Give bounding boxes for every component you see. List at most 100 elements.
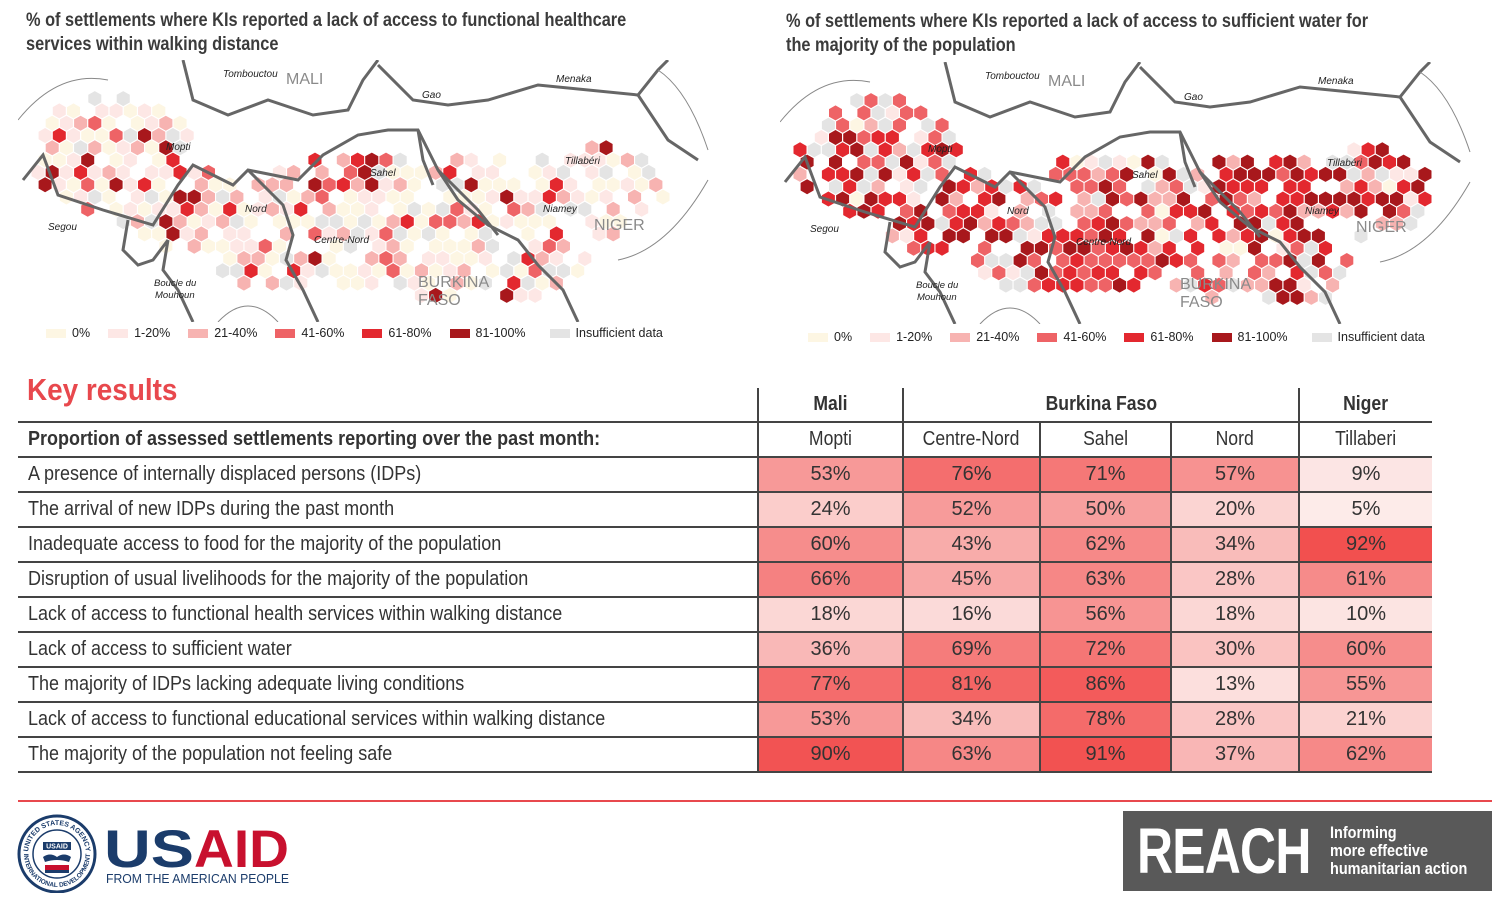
row-label: The majority of IDPs lacking adequate li… <box>18 667 758 703</box>
settlement-hex <box>1326 277 1340 293</box>
settlement-hex <box>1113 154 1127 170</box>
settlement-hex <box>180 128 194 143</box>
legend-swatch <box>188 328 209 338</box>
settlement-hex <box>173 189 187 205</box>
settlement-hex <box>372 263 386 279</box>
country-border <box>1178 131 1197 188</box>
settlement-hex <box>578 201 592 217</box>
map-label-segou: Segou <box>48 222 77 233</box>
country-border <box>943 62 1142 119</box>
value-cell: 53% <box>757 702 903 738</box>
legend-swatch <box>449 328 470 338</box>
settlement-hex <box>1340 179 1354 195</box>
settlement-hex <box>216 214 230 230</box>
settlement-hex <box>878 166 892 182</box>
map-label-centre_nord: Centre-Nord <box>314 235 369 246</box>
settlement-hex <box>843 130 857 145</box>
settlement-hex <box>166 152 180 168</box>
settlement-hex <box>535 275 549 291</box>
map-label-niamey: Niamey <box>543 204 578 215</box>
settlement-hex <box>1184 228 1198 244</box>
settlement-hex <box>1169 179 1183 195</box>
table-row: Lack of access to sufficient water 36% 69%… <box>18 632 1432 668</box>
settlement-hex <box>971 203 985 219</box>
settlement-hex <box>1297 203 1311 219</box>
row-label: Lack of access to functional health serv… <box>18 597 758 633</box>
settlement-hex <box>1262 289 1276 305</box>
settlement-hex <box>1148 191 1162 207</box>
country-border <box>783 130 1342 324</box>
legend-swatch <box>362 328 383 338</box>
settlement-hex <box>978 166 992 182</box>
country-border <box>1008 170 1082 324</box>
settlement-hex <box>1418 166 1432 182</box>
settlement-hex <box>443 287 457 303</box>
settlement-hex <box>386 263 400 279</box>
settlement-hex <box>1397 154 1411 170</box>
settlement-hex <box>443 238 457 254</box>
settlement-hex <box>592 152 606 168</box>
map-label-niger: NIGER <box>594 217 645 234</box>
settlement-hex <box>166 201 180 217</box>
value-cell: 24% <box>757 492 903 528</box>
map-label-tombouctou: Tombouctou <box>985 71 1040 82</box>
table-row: The majority of the population not feeli… <box>18 737 1432 773</box>
settlement-hex <box>315 263 329 279</box>
legend-item: 61-80% <box>362 326 432 340</box>
value-cell: 63% <box>1039 562 1171 598</box>
settlement-hex <box>1020 265 1034 281</box>
settlement-hex <box>1319 265 1332 281</box>
settlement-hex <box>1105 191 1119 207</box>
settlement-hex <box>985 203 999 219</box>
settlement-hex <box>1169 203 1183 219</box>
settlement-hex <box>992 265 1006 281</box>
settlement-hex <box>365 201 379 217</box>
settlement-hex <box>230 263 244 279</box>
settlement-hex <box>1361 142 1375 158</box>
settlement-hex <box>265 275 279 291</box>
settlement-hex <box>1070 154 1084 170</box>
settlement-hex <box>1198 203 1212 219</box>
settlement-hex <box>1077 191 1091 207</box>
settlement-hex <box>223 226 237 242</box>
settlement-hex <box>963 216 977 232</box>
settlement-hex <box>1120 216 1134 232</box>
settlement-hex <box>507 275 521 291</box>
settlement-hex <box>422 201 436 217</box>
footer-divider <box>18 800 1492 802</box>
settlement-hex <box>450 251 464 266</box>
settlement-hex <box>372 238 386 254</box>
settlement-hex <box>999 179 1013 195</box>
settlement-hex <box>1134 265 1148 281</box>
settlement-hex <box>358 263 372 279</box>
settlement-hex <box>38 177 52 193</box>
table-row: Inadequate access to food for the majori… <box>18 527 1432 563</box>
row-label: The majority of the population not feeli… <box>18 737 758 773</box>
region-header-row: Proportion of assessed settlements repor… <box>18 422 1432 457</box>
settlement-hex <box>1070 277 1084 293</box>
map-label-sahel: Sahel <box>1132 170 1158 181</box>
settlement-hex <box>464 226 478 242</box>
settlement-hex <box>949 142 963 158</box>
value-cell: 63% <box>902 737 1040 773</box>
settlement-hex <box>999 228 1013 244</box>
settlement-hex <box>1070 203 1084 219</box>
settlement-hex <box>1027 277 1041 293</box>
map-label-menaka: Menaka <box>1318 76 1354 87</box>
settlement-hex <box>230 189 244 205</box>
region-header: Nord <box>1170 422 1299 457</box>
settlement-hex <box>138 128 152 143</box>
settlement-hex <box>829 105 842 121</box>
settlement-hex <box>407 177 421 193</box>
settlement-hex <box>365 177 379 193</box>
table-row: Disruption of usual livelihoods for the … <box>18 562 1432 598</box>
settlement-hex <box>230 214 244 230</box>
value-cell: 86% <box>1039 667 1171 703</box>
settlement-hex <box>1155 179 1169 195</box>
settlement-hex <box>414 263 428 279</box>
legend-swatch <box>1037 332 1058 342</box>
settlement-hex <box>1226 277 1240 293</box>
settlement-hex <box>649 177 663 193</box>
settlement-hex <box>414 287 428 303</box>
map-label-nord: Nord <box>1007 206 1029 217</box>
